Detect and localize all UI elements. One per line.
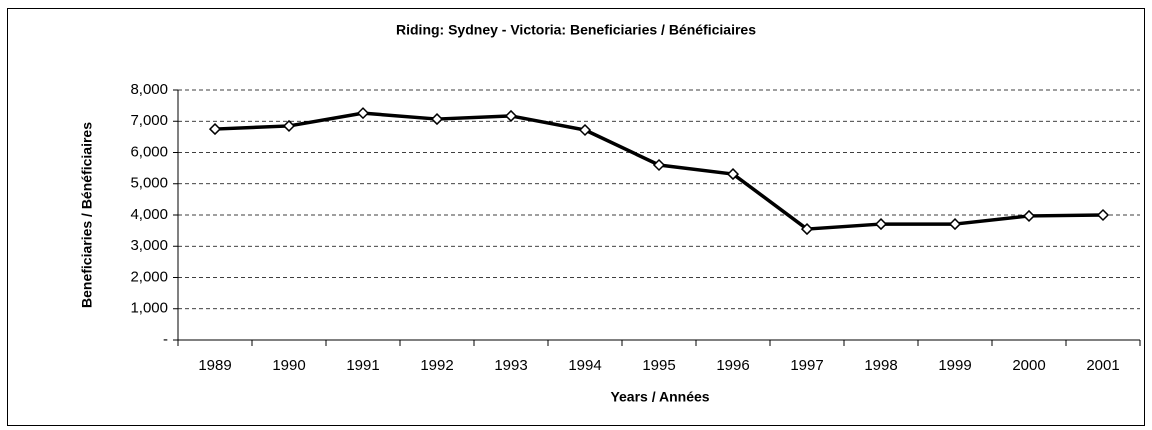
marker: [726, 168, 740, 181]
x-tick-label: 1992: [420, 357, 453, 374]
y-tick-label: 4,000: [130, 206, 168, 223]
chart-title: Riding: Sydney - Victoria: Beneficiaries…: [396, 22, 756, 38]
y-tick-label: 6,000: [130, 143, 168, 160]
y-tick-label: 7,000: [130, 112, 168, 129]
x-axis-label: Years / Années: [610, 389, 709, 405]
marker: [430, 113, 444, 126]
x-tick-label: 1994: [568, 357, 601, 374]
y-tick-label: 1,000: [130, 300, 168, 317]
x-tick-label: 1998: [864, 357, 897, 374]
y-tick-label: 2,000: [130, 268, 168, 285]
marker: [1096, 208, 1110, 222]
marker: [282, 119, 296, 132]
x-tick-label: 2001: [1086, 357, 1119, 374]
marker: [800, 223, 814, 236]
x-tick-label: 1990: [272, 357, 305, 374]
x-tick-label: 1995: [642, 357, 675, 374]
x-tick-label: 1999: [938, 357, 971, 374]
marker: [652, 158, 666, 172]
y-axis-label: Beneficiaries / Bénéficiaires: [79, 122, 95, 308]
y-tick-label: 5,000: [130, 175, 168, 192]
x-tick-label: 1996: [716, 357, 749, 374]
marker: [874, 218, 888, 231]
y-tick-label: 3,000: [130, 237, 168, 254]
y-tick-label: 8,000: [130, 81, 168, 98]
y-tick-label: -: [163, 331, 168, 348]
x-tick-label: 1997: [790, 357, 823, 374]
x-tick-label: 2000: [1012, 357, 1045, 374]
marker: [208, 123, 222, 136]
x-tick-label: 1993: [494, 357, 527, 374]
marker: [948, 218, 962, 231]
x-tick-label: 1991: [346, 357, 379, 374]
marker: [1022, 209, 1036, 222]
marker: [356, 107, 370, 120]
marker: [504, 109, 518, 122]
chart-border: [7, 8, 1145, 426]
x-tick-label: 1989: [198, 357, 231, 374]
marker: [578, 123, 592, 137]
